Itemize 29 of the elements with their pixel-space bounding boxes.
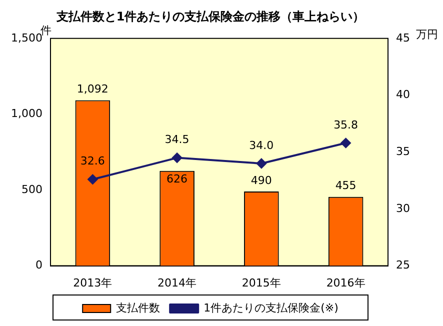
data-label: 34.5 — [164, 133, 190, 146]
x-tick-label: 2014年 — [158, 276, 197, 290]
y2-tick-label: 35 — [396, 144, 410, 158]
y2-tick-label: 45 — [396, 31, 410, 44]
point — [88, 174, 98, 184]
y2-axis-title: 万円 — [416, 28, 438, 41]
x-tick-label: 2015年 — [242, 276, 281, 290]
y2-tick-label: 25 — [396, 258, 410, 272]
y2-tick-label: 30 — [396, 202, 410, 215]
data-label: 35.8 — [334, 118, 358, 132]
data-label: 32.6 — [80, 154, 105, 168]
data-label: 1,092 — [76, 82, 108, 96]
x-tick-label: 2013年 — [73, 276, 112, 290]
y-tick-label: 500 — [21, 182, 42, 196]
legend-label: 1件あたりの支払保険金(※) — [204, 301, 338, 314]
legend-label: 支払件数 — [116, 301, 160, 314]
y-tick-label: 0 — [35, 258, 42, 272]
data-label: 626 — [166, 172, 188, 186]
data-label: 490 — [250, 174, 272, 187]
data-label: 455 — [335, 179, 356, 192]
y-tick-label: 1,000 — [10, 107, 42, 120]
x-tick-label: 2016年 — [326, 276, 366, 290]
chart-title: 支払件数と1件あたりの支払保険金の推移（車上ねらい） — [55, 9, 365, 24]
data-label: 34.0 — [249, 138, 274, 152]
y-tick-label: 1,500 — [10, 31, 42, 44]
point — [172, 152, 182, 163]
point — [340, 138, 351, 148]
point — [256, 158, 266, 168]
y2-tick-label: 40 — [396, 88, 410, 102]
